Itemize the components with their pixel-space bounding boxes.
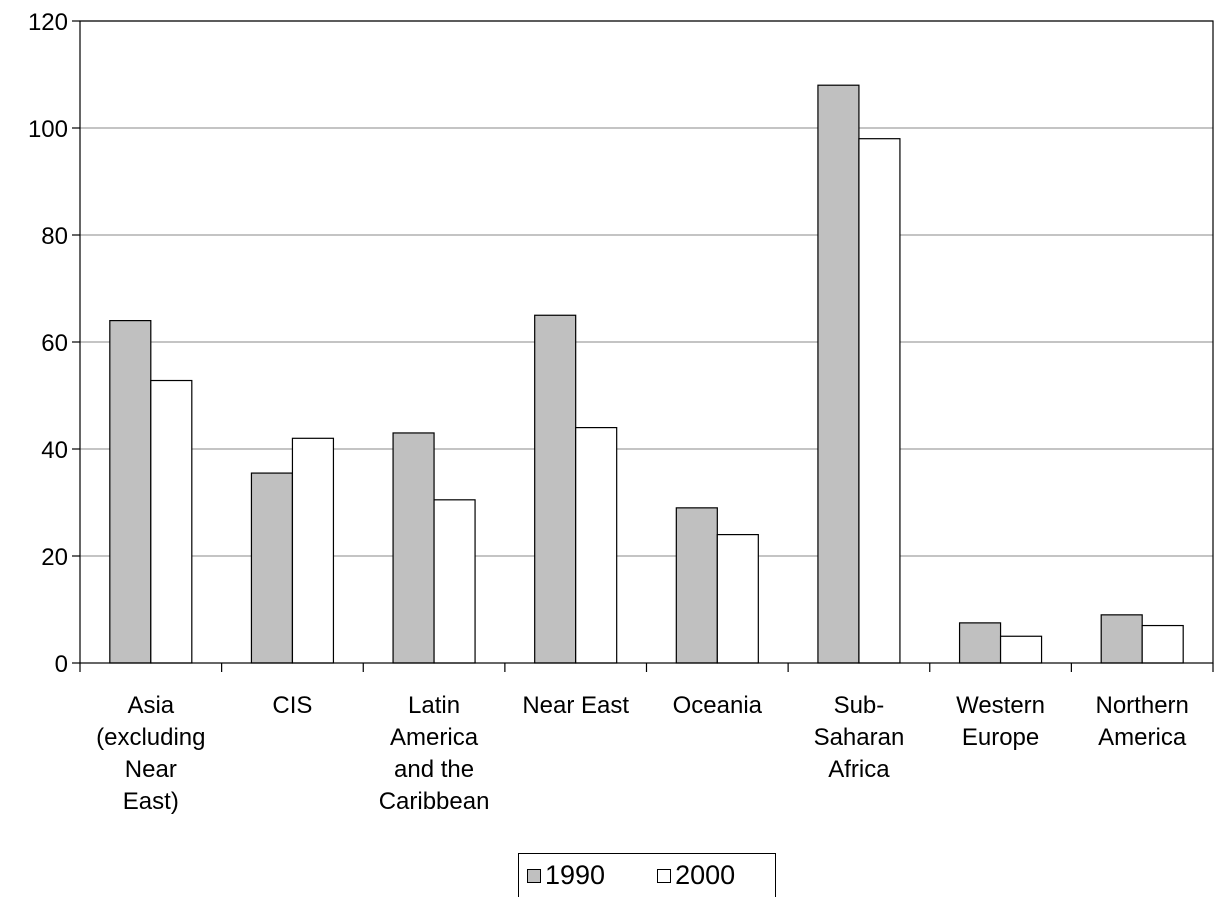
x-category-label: Sub-Saharan Africa [814, 692, 905, 783]
bar-1990 [675, 507, 718, 664]
y-tick-labels: 0 20 40 60 80 100 120 [28, 9, 68, 678]
legend-swatch-1990 [527, 868, 541, 883]
bar-2000 [858, 138, 901, 664]
bar-chart: 0 20 40 60 80 100 120 Asia (excluding Near East) C… [28, 9, 1214, 815]
bar-2000 [575, 427, 618, 664]
bar-1990 [534, 314, 577, 664]
bar-1990 [1100, 614, 1143, 664]
bar-2000 [1141, 624, 1184, 664]
bar-2000 [150, 379, 193, 664]
bar-2000 [433, 499, 476, 664]
y-tick-label: 80 [41, 223, 68, 250]
legend-item-1990: 1990 [527, 860, 605, 891]
bar-2000 [291, 437, 335, 664]
bar-1990 [109, 320, 152, 664]
x-category-label: Northern America [1096, 692, 1189, 751]
x-category-label: CIS [272, 692, 312, 719]
gridlines [80, 20, 1213, 557]
legend: 1990 2000 [518, 853, 776, 897]
bar-1990 [392, 432, 435, 664]
y-tick-label: 120 [28, 9, 68, 36]
bar-1990 [817, 84, 860, 664]
bars [109, 84, 1184, 664]
bar-2000 [999, 635, 1043, 664]
legend-label-2000: 2000 [675, 860, 736, 890]
bar-1990 [958, 622, 1002, 664]
x-category-label: Asia (excluding Near East) [96, 692, 205, 815]
x-category-label: Oceania [673, 692, 763, 719]
y-tick-label: 0 [55, 651, 68, 678]
bar-1990 [250, 472, 294, 664]
y-tick-label: 60 [41, 330, 68, 357]
x-category-label: Latin America and the Caribbean [379, 692, 490, 815]
y-tick-label: 40 [41, 437, 68, 464]
x-category-labels: Asia (excluding Near East) CIS Latin America an… [96, 692, 1189, 815]
legend-item-2000: 2000 [657, 860, 735, 891]
legend-swatch-2000 [657, 868, 672, 883]
bar-2000 [716, 533, 759, 664]
x-category-label: Western Europe [956, 692, 1045, 751]
x-category-label: Near East [522, 692, 629, 719]
y-tick-label: 20 [41, 544, 68, 571]
y-tick-label: 100 [28, 116, 68, 143]
legend-label-1990: 1990 [545, 860, 606, 890]
axes [72, 20, 1214, 672]
